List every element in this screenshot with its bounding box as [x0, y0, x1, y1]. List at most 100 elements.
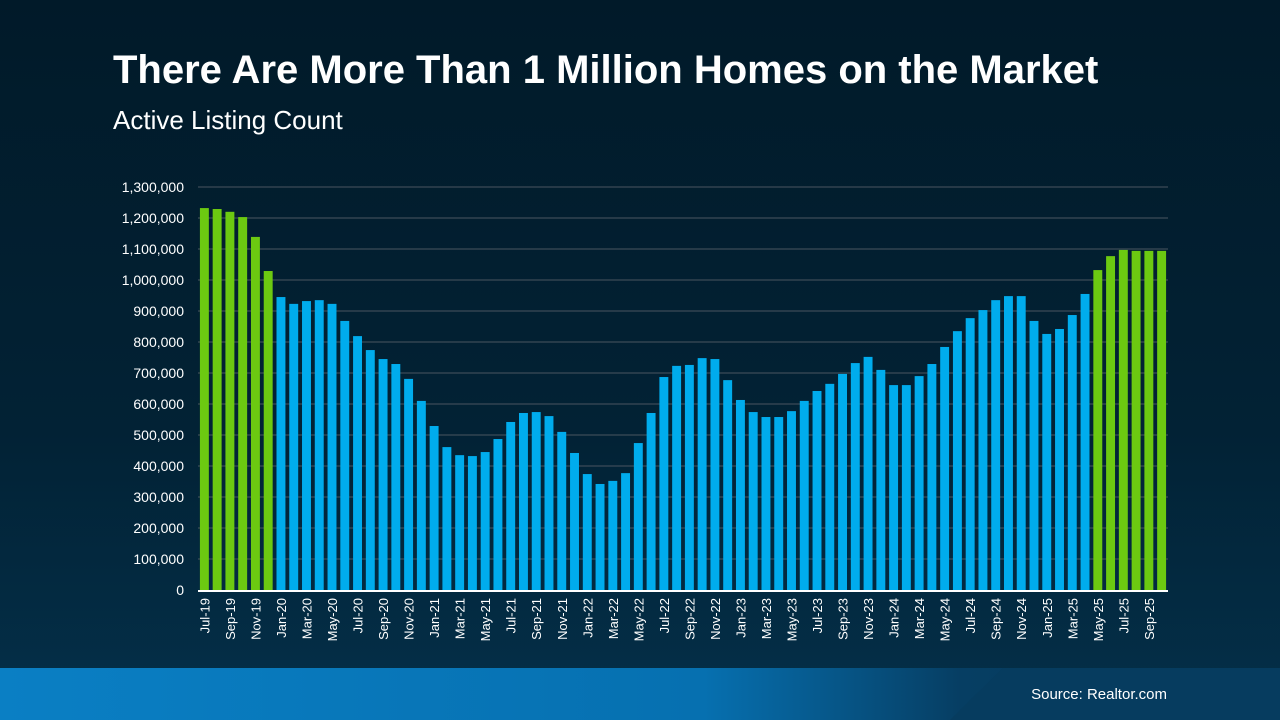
y-tick-label: 1,300,000	[122, 179, 184, 195]
x-tick-label: Jan-25	[1040, 598, 1055, 638]
bar-Aug-25	[1131, 250, 1141, 591]
x-tick-label: May-24	[938, 598, 953, 641]
x-tick-label: Jan-22	[580, 598, 595, 638]
bar-Mar-20	[302, 301, 311, 590]
bar-Jan-22	[582, 474, 592, 590]
bar-Dec-24	[1029, 320, 1039, 590]
x-tick-label: May-23	[784, 598, 799, 641]
bar-Jun-25	[1106, 256, 1116, 590]
x-tick-label: Mar-20	[299, 598, 314, 639]
footer-accent	[950, 668, 1280, 720]
bar-Mar-25	[1067, 315, 1077, 590]
x-tick-label: Nov-20	[402, 598, 417, 640]
bar-Feb-21	[442, 447, 452, 590]
x-tick-label: Mar-21	[453, 598, 468, 639]
y-tick-label: 0	[176, 582, 184, 598]
bar-Jun-23	[799, 400, 809, 590]
y-tick-label: 200,000	[133, 520, 184, 536]
bar-May-25	[1093, 270, 1103, 590]
x-tick-label: May-20	[325, 598, 340, 641]
x-tick-label: Sep-25	[1142, 598, 1157, 640]
y-tick-label: 1,200,000	[122, 210, 184, 226]
bar-Jul-23	[812, 390, 822, 590]
y-tick-label: 700,000	[133, 365, 184, 381]
bar-Jan-20	[276, 297, 286, 590]
x-tick-label: Nov-22	[708, 598, 723, 640]
x-tick-label: Jan-21	[427, 598, 442, 638]
bar-Jun-21	[493, 439, 503, 590]
bar-Nov-23	[863, 356, 873, 590]
x-tick-label: Nov-23	[861, 598, 876, 640]
bar-Sep-21	[531, 412, 541, 590]
bar-Sep-19	[225, 211, 235, 591]
bar-chart: 0 100,000 200,000 300,000 400,000 500,000 600,…	[122, 179, 1168, 641]
bar-May-22	[633, 443, 643, 590]
x-tick-label: Nov-19	[248, 598, 263, 640]
bar-Nov-20	[404, 378, 414, 590]
bar-May-23	[787, 411, 796, 590]
bar-Jan-24	[889, 385, 899, 590]
x-tick-label: May-22	[631, 598, 646, 641]
bar-Jun-20	[340, 320, 350, 590]
bar-Dec-20	[416, 400, 426, 590]
x-tick-label: Jul-19	[197, 598, 212, 633]
bar-Mar-21	[455, 455, 465, 590]
x-tick-label: Jul-24	[963, 598, 978, 633]
y-tick-label: 300,000	[133, 489, 184, 505]
bar-Apr-20	[314, 300, 324, 590]
bar-Jul-19	[199, 208, 209, 590]
bar-Apr-24	[927, 364, 937, 590]
y-tick-label: 400,000	[133, 458, 184, 474]
y-tick-label: 800,000	[133, 334, 184, 350]
x-tick-label: Sep-22	[682, 598, 697, 640]
bar-Jul-22	[659, 377, 669, 590]
bar-Nov-22	[710, 359, 720, 590]
bar-Feb-23	[748, 412, 758, 590]
x-tick-label: Sep-23	[836, 598, 851, 640]
x-tick-label: Jan-23	[733, 598, 748, 638]
y-tick-label: 1,100,000	[122, 241, 184, 257]
chart-subtitle: Active Listing Count	[113, 105, 343, 135]
bar-Jul-25	[1118, 249, 1128, 590]
x-tick-label: May-21	[478, 598, 493, 641]
x-tick-label: Jul-21	[504, 598, 519, 633]
bar-Apr-22	[621, 473, 631, 590]
x-tick-label: Jul-22	[657, 598, 672, 633]
source-label: Source: Realtor.com	[1031, 686, 1167, 703]
bar-Aug-21	[518, 412, 528, 590]
bar-Aug-23	[825, 383, 835, 590]
footer-band	[0, 668, 1280, 720]
bar-Feb-25	[1055, 328, 1064, 590]
bar-Dec-22	[723, 380, 733, 590]
bar-Mar-23	[761, 417, 771, 590]
bar-Nov-19	[250, 236, 260, 590]
y-tick-label: 500,000	[133, 427, 184, 443]
x-tick-label: May-25	[1091, 598, 1106, 641]
bar-May-24	[940, 346, 950, 590]
x-tick-label: Nov-24	[1014, 598, 1029, 640]
bar-Jul-21	[506, 421, 516, 590]
x-tick-label: Sep-20	[376, 598, 391, 640]
bar-Jun-22	[646, 412, 656, 590]
bar-Aug-20	[365, 350, 375, 590]
x-tick-label: Jan-20	[274, 598, 289, 638]
bar-Sep-20	[378, 359, 388, 590]
x-tick-label: Mar-22	[606, 598, 621, 639]
bar-Jan-21	[429, 426, 439, 590]
bar-Oct-23	[850, 363, 860, 590]
bar-Apr-25	[1080, 293, 1090, 590]
x-tick-label: Mar-25	[1065, 598, 1080, 639]
x-tick-label: Sep-19	[223, 598, 238, 640]
bar-Jan-25	[1042, 333, 1052, 590]
bar-Jun-24	[952, 331, 962, 590]
bar-Feb-20	[289, 303, 299, 590]
bar-Mar-22	[608, 480, 618, 590]
bar-Aug-19	[212, 209, 222, 590]
bar-Oct-22	[697, 358, 707, 590]
bar-Apr-23	[774, 417, 784, 590]
bar-Nov-24	[1016, 296, 1026, 590]
x-tick-label: Jul-25	[1116, 598, 1131, 633]
bar-Aug-22	[672, 365, 682, 590]
bar-Sep-23	[838, 373, 848, 590]
x-tick-label: Mar-24	[912, 598, 927, 639]
